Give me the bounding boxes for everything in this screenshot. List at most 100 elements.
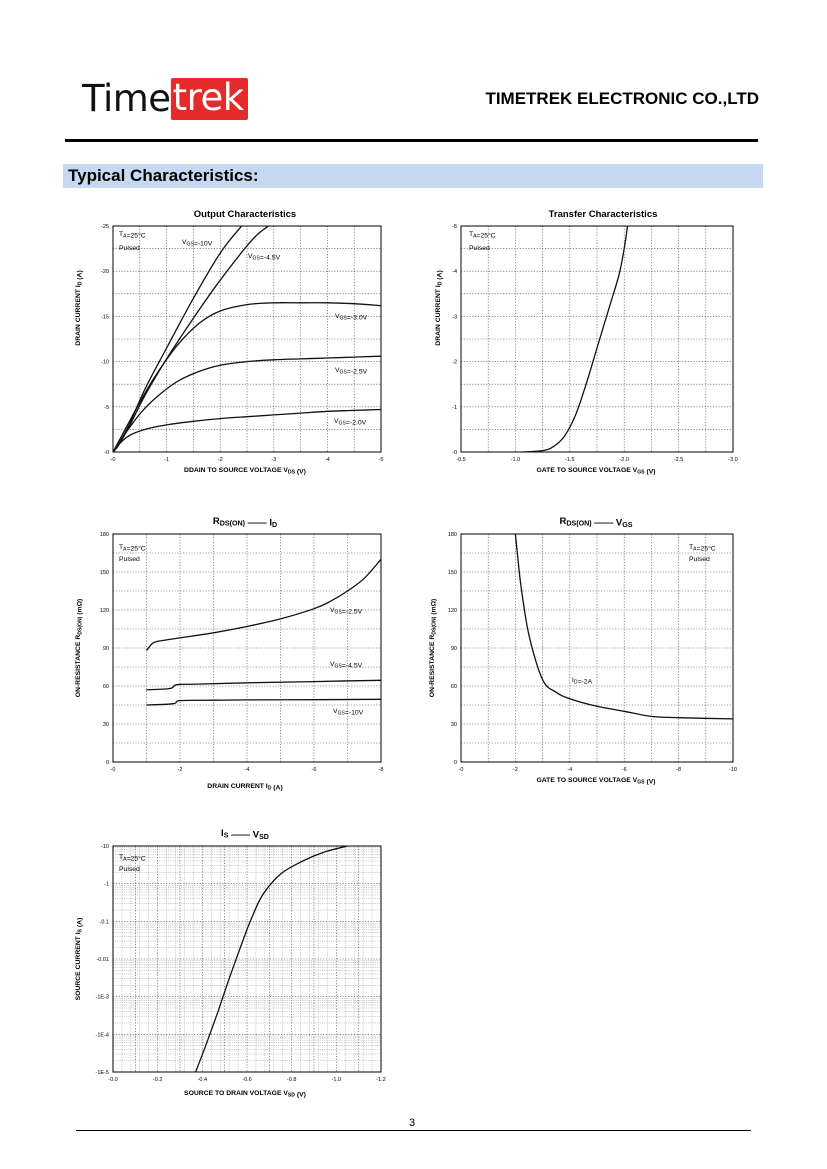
- x-tick-label: -2: [513, 767, 518, 773]
- y-tick-label: -0: [452, 450, 457, 456]
- x-axis-label: GATE TO SOURCE VOLTAGE VGS (V): [536, 777, 655, 786]
- x-tick-label: -4: [245, 767, 250, 773]
- plot-frame: [112, 845, 382, 1073]
- y-tick-label: -1: [104, 882, 109, 888]
- chart-title: RDS(ON) —— ID: [213, 516, 277, 529]
- x-tick-label: -10: [729, 767, 737, 773]
- x-tick-label: -2.5: [674, 457, 683, 463]
- series-line-0: [112, 225, 243, 453]
- footer-rule: [76, 1130, 751, 1131]
- logo-text-time: Time: [82, 77, 171, 120]
- x-axis-label: DDAIN TO SOURCE VOLTAGE VDS (V): [184, 467, 306, 476]
- x-tick-label: -1.0: [511, 457, 520, 463]
- y-tick-label: -15: [101, 314, 109, 320]
- x-tick-label: -1.5: [565, 457, 574, 463]
- y-tick-label: -0: [104, 450, 109, 456]
- y-axis-label: DRAIN CURRENT ID (A): [435, 270, 444, 345]
- series-line-1: [146, 679, 382, 691]
- y-tick-label: 150: [100, 570, 109, 576]
- x-tick-label: -1.2: [376, 1077, 385, 1083]
- y-axis-label: ON-RESISTANCE RDS(ON) (mΩ): [75, 599, 84, 698]
- x-tick-label: -4: [567, 767, 572, 773]
- plot-frame: [112, 533, 382, 763]
- series-label: VGS=-10V: [333, 708, 364, 717]
- chart-title: Transfer Characteristics: [549, 209, 658, 220]
- series-label: VGS=-2.0V: [334, 418, 367, 427]
- y-tick-label: -5: [452, 224, 457, 230]
- y-tick-label: 60: [451, 684, 457, 690]
- y-tick-label: -5: [104, 405, 109, 411]
- series-line-2: [112, 302, 382, 453]
- chart-annotation: Pulsed: [689, 556, 710, 563]
- x-tick-label: -0: [111, 767, 116, 773]
- chart-annotation: ID=-2A: [572, 677, 593, 686]
- plot-frame: [112, 225, 382, 453]
- chart-title: RDS(ON) —— VGS: [559, 516, 632, 529]
- y-tick-label: -1E-5: [96, 1070, 109, 1076]
- y-tick-label: 60: [103, 684, 109, 690]
- series-label: VGS=-10V: [182, 239, 213, 248]
- x-tick-label: -8: [379, 767, 384, 773]
- y-tick-label: -20: [101, 269, 109, 275]
- series-line-1: [112, 225, 269, 453]
- x-axis-label: SOURCE TO DRAIN VOLTAGE VSD (V): [184, 1090, 306, 1099]
- chart-annotation: TA=25°C: [469, 231, 496, 240]
- y-tick-label: 30: [103, 722, 109, 728]
- y-tick-label: 150: [448, 570, 457, 576]
- x-tick-label: -0: [111, 457, 116, 463]
- y-tick-label: -10: [101, 844, 109, 850]
- x-tick-label: -3.0: [728, 457, 737, 463]
- x-tick-label: -0.5: [456, 457, 465, 463]
- series-line-0: [145, 558, 382, 651]
- y-tick-label: 120: [100, 608, 109, 614]
- x-tick-label: -0: [459, 767, 464, 773]
- y-tick-label: -2: [452, 360, 457, 366]
- header-rule: [65, 139, 758, 142]
- y-tick-label: 120: [448, 608, 457, 614]
- x-tick-label: -0.0: [108, 1077, 117, 1083]
- y-tick-label: 0: [454, 760, 457, 766]
- y-tick-label: -1E-4: [96, 1032, 109, 1038]
- company-logo: Time trek: [82, 78, 248, 120]
- series-line-2: [146, 698, 382, 706]
- x-tick-label: -2: [178, 767, 183, 773]
- y-tick-label: -10: [101, 360, 109, 366]
- y-axis-label: ON-RESISTANCE RDS(ON) (mΩ): [429, 599, 438, 698]
- series-label: VGS=-4.5V: [330, 661, 363, 670]
- x-axis-label: GATE TO SOURCE VOLTAGE VGS (V): [536, 467, 655, 476]
- y-axis-label: SOURCE CURRENT IS (A): [75, 918, 84, 1001]
- y-tick-label: -4: [452, 269, 457, 275]
- x-tick-label: -1: [164, 457, 169, 463]
- series-line-0: [194, 845, 348, 1073]
- y-tick-label: 0: [106, 760, 109, 766]
- series-line-4: [112, 408, 382, 453]
- x-tick-label: -0.8: [287, 1077, 296, 1083]
- chart-annotation: TA=25°C: [119, 854, 146, 863]
- x-tick-label: -0.4: [198, 1077, 207, 1083]
- series-label: VGS=-2.5V: [335, 367, 368, 376]
- x-tick-label: -6: [622, 767, 627, 773]
- plot-frame: [460, 225, 734, 453]
- y-tick-label: -1E-3: [96, 995, 109, 1001]
- x-axis-label: DRAIN CURRENT ID (A): [207, 783, 282, 792]
- x-tick-label: -6: [312, 767, 317, 773]
- series-label: VGS=-3.0V: [335, 313, 368, 322]
- section-header: Typical Characteristics:: [63, 164, 763, 188]
- logo-text-trek: trek: [170, 78, 248, 120]
- y-tick-label: 180: [100, 532, 109, 538]
- x-tick-label: -0.2: [153, 1077, 162, 1083]
- chart-title: Output Characteristics: [194, 209, 296, 220]
- y-tick-label: 90: [103, 646, 109, 652]
- y-tick-label: -0.01: [96, 957, 109, 963]
- y-axis-label: DRAIN CURRENT ID (A): [75, 270, 84, 345]
- series-line-0: [520, 225, 629, 453]
- y-tick-label: 30: [451, 722, 457, 728]
- x-tick-label: -0.6: [242, 1077, 251, 1083]
- series-label: VGS=-4.5V: [248, 253, 281, 262]
- y-tick-label: -25: [101, 224, 109, 230]
- plot-frame: [460, 533, 734, 763]
- section-title: Typical Characteristics:: [68, 166, 259, 185]
- y-tick-label: -1: [452, 405, 457, 411]
- series-label: VGS=-2.5V: [330, 607, 363, 616]
- x-tick-label: -8: [676, 767, 681, 773]
